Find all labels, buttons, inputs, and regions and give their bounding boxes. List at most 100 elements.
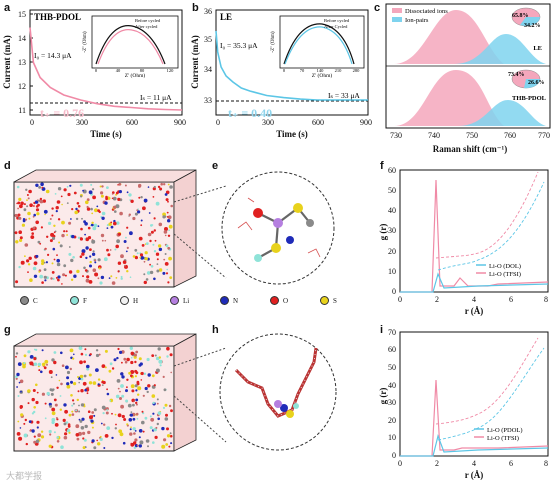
atom-sphere xyxy=(136,252,139,255)
atom-sphere xyxy=(130,356,133,359)
atom-sphere xyxy=(91,426,94,429)
atom-sphere xyxy=(65,365,69,370)
f-yt3: 30 xyxy=(388,226,396,235)
atom-sphere xyxy=(42,199,46,203)
panel-e-cluster xyxy=(221,171,335,285)
atom-sphere xyxy=(88,373,92,377)
atom-sphere xyxy=(84,348,87,351)
atom-sphere xyxy=(141,244,145,247)
panel-b-yticks: 33 34 35 36 xyxy=(204,7,212,105)
atom-sphere xyxy=(77,236,81,239)
c-bot-ionpairs xyxy=(458,100,546,126)
c-top-pct0: 65.8% xyxy=(512,13,529,19)
atom-sphere xyxy=(41,186,44,189)
atom-sphere xyxy=(137,386,142,391)
c-bot-dissociated xyxy=(394,70,504,126)
i-yt6: 60 xyxy=(388,345,396,354)
atom-sphere xyxy=(68,246,71,248)
g-molecules xyxy=(15,346,173,450)
atom-sphere xyxy=(132,255,136,258)
atom-sphere xyxy=(70,258,74,263)
atom-sphere xyxy=(118,429,123,434)
panel-b-frame xyxy=(215,9,369,116)
atom-sphere xyxy=(19,238,23,242)
b-inset-xt2: 140 xyxy=(317,68,325,73)
atom-sphere xyxy=(15,352,19,355)
atom-sphere xyxy=(91,252,96,256)
atom-sphere xyxy=(28,189,32,194)
atom-sphere xyxy=(129,413,133,417)
atom-sphere xyxy=(158,247,163,252)
atom-sphere xyxy=(35,400,39,405)
atom-sphere xyxy=(46,391,50,396)
atom-sphere xyxy=(123,240,127,243)
atom-sphere xyxy=(78,418,81,421)
b-current-curve xyxy=(215,30,368,101)
atom-sphere xyxy=(87,430,91,435)
atom-sphere xyxy=(155,368,160,373)
c-legend-0: Dissociated ions xyxy=(405,8,448,15)
atom-sphere xyxy=(82,446,86,450)
atom-sphere xyxy=(76,437,80,441)
atom-sphere xyxy=(53,258,56,261)
atom-sphere xyxy=(84,222,88,226)
atom-sphere xyxy=(163,183,166,186)
atom-sphere xyxy=(101,216,105,220)
atom-sphere xyxy=(69,184,72,187)
b-inset-leg-1: After Cycled xyxy=(324,24,348,29)
atom-sphere xyxy=(163,230,168,234)
atom-sphere xyxy=(100,422,103,425)
atom-sphere xyxy=(130,426,132,428)
atom-sphere xyxy=(48,221,52,225)
atom-sphere xyxy=(16,432,21,436)
atom-sphere xyxy=(154,239,157,242)
atom-sphere xyxy=(153,250,157,253)
atom-sphere xyxy=(82,189,84,192)
panel-label-i: i xyxy=(380,324,384,336)
atom-sphere xyxy=(27,197,30,200)
atom-sphere xyxy=(44,279,47,282)
atom-sphere xyxy=(64,409,68,414)
h-sulfur-atom xyxy=(286,410,294,418)
panel-b-xticks: 0 300 600 900 xyxy=(216,118,372,127)
atom-sphere xyxy=(149,270,154,275)
atom-sphere xyxy=(33,348,36,351)
f-yt1: 10 xyxy=(388,267,396,276)
panel-h-cluster xyxy=(219,333,337,451)
atom-sphere xyxy=(70,278,74,281)
atom-sphere xyxy=(129,428,132,431)
e-fluorine-atom xyxy=(254,254,262,262)
atom-sphere xyxy=(75,207,78,211)
atom-sphere xyxy=(29,429,32,432)
atom-sphere xyxy=(57,187,62,191)
atom-sphere xyxy=(82,275,84,278)
atom-sphere xyxy=(67,423,71,426)
atom-sphere xyxy=(62,273,66,277)
atom-sphere xyxy=(142,394,145,397)
atom-sphere xyxy=(134,248,138,252)
i-yt5: 50 xyxy=(388,363,396,372)
atom-sphere xyxy=(120,372,124,376)
b-xtick-2: 600 xyxy=(312,118,324,127)
atom-sphere xyxy=(156,258,159,261)
atom-sphere xyxy=(169,276,173,279)
atom-sphere xyxy=(43,261,46,264)
atom-sphere xyxy=(15,355,17,358)
atom-sphere xyxy=(104,349,108,353)
atom-sphere xyxy=(73,382,77,386)
atom-sphere xyxy=(129,231,133,236)
atom-sphere xyxy=(103,447,106,449)
atom-sphere xyxy=(72,402,75,405)
c-xt2: 750 xyxy=(466,131,478,140)
atom-sphere xyxy=(154,435,158,439)
atom-sphere xyxy=(63,422,67,426)
atom-sphere xyxy=(170,371,172,374)
f-dol-curve xyxy=(400,272,549,293)
c-top-dissociated xyxy=(394,10,504,64)
atom-sphere xyxy=(36,199,39,202)
atom-sphere xyxy=(166,216,169,218)
c-bot-pie-slice xyxy=(524,79,541,89)
atom-sphere xyxy=(79,360,83,365)
atom-h-icon xyxy=(120,296,129,305)
atom-sphere xyxy=(16,185,20,189)
